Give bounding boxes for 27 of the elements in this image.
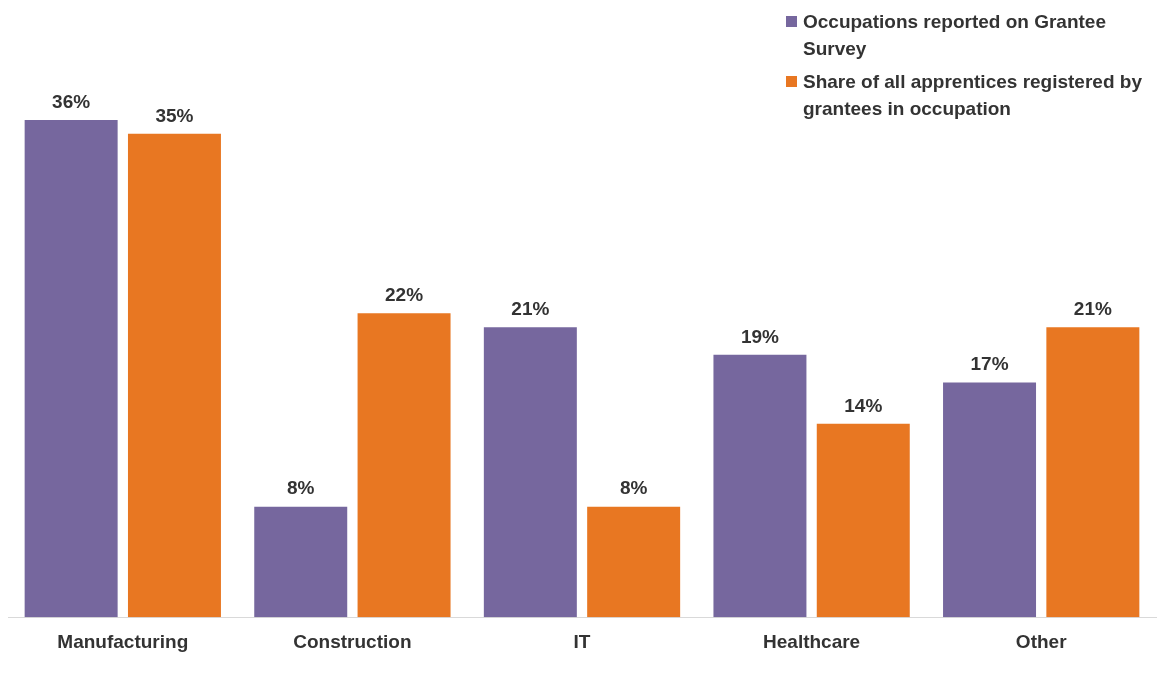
x-tick-label: Other <box>1015 630 1068 652</box>
bar <box>127 133 221 618</box>
data-label: 17% <box>970 353 1009 375</box>
data-label: 21% <box>511 297 550 319</box>
bar <box>1046 327 1140 618</box>
data-label: 35% <box>155 104 194 126</box>
bar <box>254 506 348 618</box>
data-label: 22% <box>385 284 424 306</box>
bar <box>816 423 910 618</box>
x-tick-label: Construction <box>293 630 412 652</box>
data-label: 36% <box>52 90 91 112</box>
x-tick-label: IT <box>573 630 591 652</box>
bar <box>943 382 1037 618</box>
bar <box>483 327 577 618</box>
data-label: 8% <box>287 477 315 499</box>
bar <box>24 120 118 618</box>
bar <box>587 506 681 618</box>
bar <box>357 313 451 618</box>
x-tick-label: Healthcare <box>763 630 861 652</box>
legend-label: Occupations reported on Grantee Survey <box>803 10 1107 61</box>
data-label: 21% <box>1073 297 1112 319</box>
legend-label: Share of all apprentices registered by grantees in occupation <box>803 70 1143 121</box>
data-label: 19% <box>740 325 780 347</box>
data-label: 14% <box>844 394 883 416</box>
bar <box>713 354 807 618</box>
x-tick-label: Manufacturing <box>57 630 189 652</box>
data-label: 8% <box>619 477 648 499</box>
